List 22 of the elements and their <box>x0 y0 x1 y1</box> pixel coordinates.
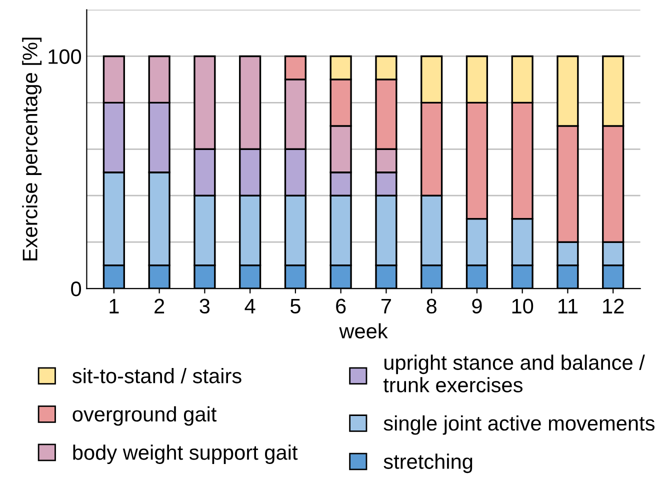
x-tick-label: 11 <box>558 298 578 314</box>
y-tick-label: 100 <box>48 49 82 64</box>
x-tick-label: 5 <box>290 298 300 314</box>
x-tick-label: 8 <box>426 298 436 314</box>
legend-label: sit-to-stand / stairs <box>72 368 242 384</box>
y-tick-label: 0 <box>71 282 82 296</box>
legend-label: stretching <box>384 454 472 474</box>
x-axis-title: week <box>339 323 388 339</box>
legend-label: body weight support gait <box>73 444 298 464</box>
x-tick-label: 2 <box>154 298 164 314</box>
y-axis-title: Exercise percentage [%] <box>22 38 42 260</box>
legend-label: upright stance and balance / trunk exercises <box>383 354 645 392</box>
x-tick-label: 4 <box>244 298 256 314</box>
x-tick-label: 6 <box>336 298 346 314</box>
x-tick-label: 9 <box>472 298 482 314</box>
legend-label: overground gait <box>72 406 217 426</box>
x-tick-label: 10 <box>512 298 534 314</box>
x-tick-label: 7 <box>381 298 391 314</box>
x-tick-label: 1 <box>110 298 119 314</box>
x-tick-label: 12 <box>603 298 624 314</box>
x-tick-label: 3 <box>200 298 210 314</box>
legend-label: single joint active movements <box>384 415 655 435</box>
